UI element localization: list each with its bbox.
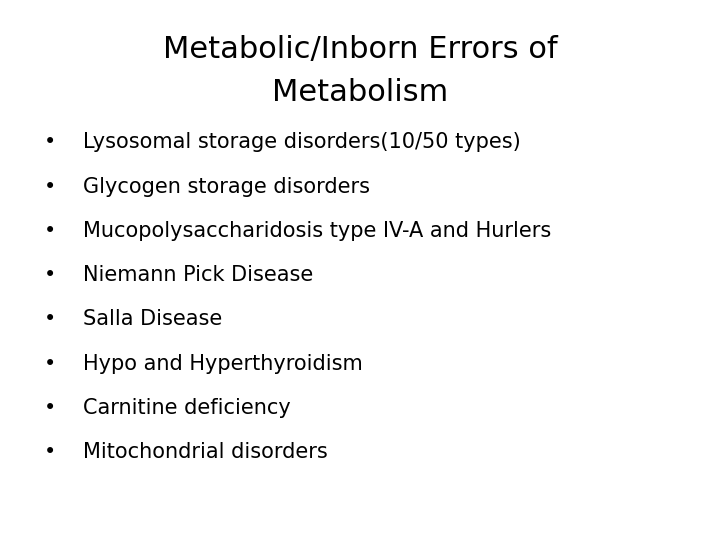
Text: •: • (44, 398, 57, 418)
Text: Carnitine deficiency: Carnitine deficiency (83, 398, 291, 418)
Text: •: • (44, 221, 57, 241)
Text: •: • (44, 442, 57, 462)
Text: Mucopolysaccharidosis type IV-A and Hurlers: Mucopolysaccharidosis type IV-A and Hurl… (83, 221, 551, 241)
Text: Mitochondrial disorders: Mitochondrial disorders (83, 442, 328, 462)
Text: Salla Disease: Salla Disease (83, 309, 222, 329)
Text: •: • (44, 309, 57, 329)
Text: Niemann Pick Disease: Niemann Pick Disease (83, 265, 313, 285)
Text: Metabolism: Metabolism (272, 78, 448, 107)
Text: Metabolic/Inborn Errors of: Metabolic/Inborn Errors of (163, 35, 557, 64)
Text: Hypo and Hyperthyroidism: Hypo and Hyperthyroidism (83, 354, 363, 374)
Text: •: • (44, 132, 57, 152)
Text: •: • (44, 265, 57, 285)
Text: •: • (44, 177, 57, 197)
Text: •: • (44, 354, 57, 374)
Text: Lysosomal storage disorders(10/50 types): Lysosomal storage disorders(10/50 types) (83, 132, 521, 152)
Text: Glycogen storage disorders: Glycogen storage disorders (83, 177, 370, 197)
